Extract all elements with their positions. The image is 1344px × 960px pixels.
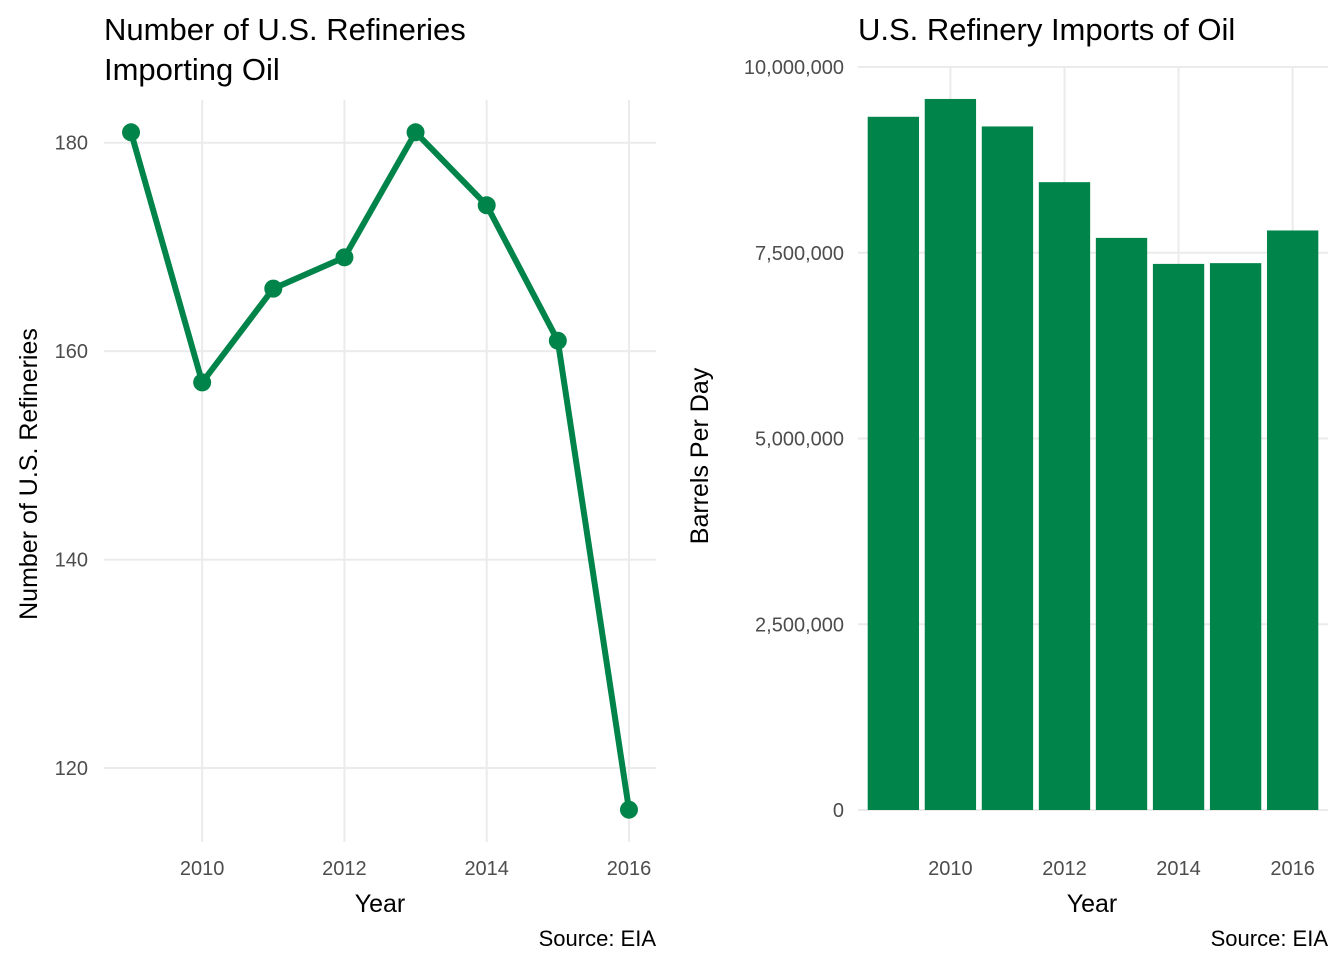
right-chart-title: U.S. Refinery Imports of Oil — [858, 12, 1235, 47]
left-line-chart-panel: Number of U.S. Refineries Importing Oil … — [15, 12, 656, 951]
bar — [1209, 263, 1262, 811]
right-x-tick-label: 2016 — [1270, 858, 1315, 880]
series-line — [128, 129, 632, 813]
data-point — [619, 800, 638, 819]
right-y-axis-title: Barrels Per Day — [686, 367, 714, 544]
left-x-tick-labels: 2010 2012 2014 2016 — [180, 858, 651, 880]
left-y-axis-title: Number of U.S. Refineries — [15, 328, 43, 620]
right-caption: Source: EIA — [1211, 926, 1329, 951]
left-series-line — [122, 123, 638, 819]
bar — [1266, 230, 1319, 810]
bar — [1152, 263, 1205, 810]
bar — [981, 126, 1034, 810]
right-y-tick-label: 5,000,000 — [755, 429, 844, 451]
data-point — [406, 123, 425, 142]
right-y-tick-labels: 0 2,500,000 5,000,000 7,500,000 10,000,000 — [744, 57, 844, 822]
left-x-tick-label: 2014 — [464, 858, 509, 880]
left-y-tick-label: 180 — [55, 133, 88, 155]
data-point — [264, 279, 283, 298]
right-y-tick-label: 0 — [833, 800, 844, 822]
left-x-tick-label: 2012 — [322, 858, 367, 880]
data-point — [335, 248, 354, 267]
right-bars — [867, 98, 1319, 811]
left-caption: Source: EIA — [539, 926, 657, 951]
right-x-tick-label: 2010 — [928, 858, 973, 880]
right-y-tick-label: 7,500,000 — [755, 243, 844, 265]
bar — [867, 116, 920, 810]
bar — [1038, 182, 1091, 811]
bar — [1095, 237, 1148, 810]
left-x-tick-label: 2016 — [607, 858, 652, 880]
data-point — [193, 373, 212, 392]
left-y-tick-label: 140 — [55, 550, 88, 572]
left-y-tick-label: 160 — [55, 341, 88, 363]
right-y-tick-label: 2,500,000 — [755, 614, 844, 636]
left-y-tick-labels: 120 140 160 180 — [55, 133, 88, 780]
right-x-tick-label: 2014 — [1156, 858, 1201, 880]
left-x-tick-label: 2010 — [180, 858, 225, 880]
data-point — [477, 196, 496, 215]
left-gridlines — [104, 100, 656, 842]
right-x-axis-title: Year — [1067, 890, 1118, 918]
right-y-tick-label: 10,000,000 — [744, 57, 844, 79]
left-y-tick-label: 120 — [55, 758, 88, 780]
right-x-tick-labels: 2010 2012 2014 2016 — [928, 858, 1315, 880]
left-chart-title-line2: Importing Oil — [104, 52, 280, 87]
data-point — [122, 123, 141, 142]
bar — [924, 98, 977, 811]
right-x-tick-label: 2012 — [1042, 858, 1087, 880]
right-bar-chart-panel: U.S. Refinery Imports of Oil 0 2,500,000 5… — [686, 12, 1328, 951]
data-point — [548, 331, 567, 350]
left-chart-title-line1: Number of U.S. Refineries — [104, 12, 466, 47]
left-x-axis-title: Year — [355, 890, 406, 918]
